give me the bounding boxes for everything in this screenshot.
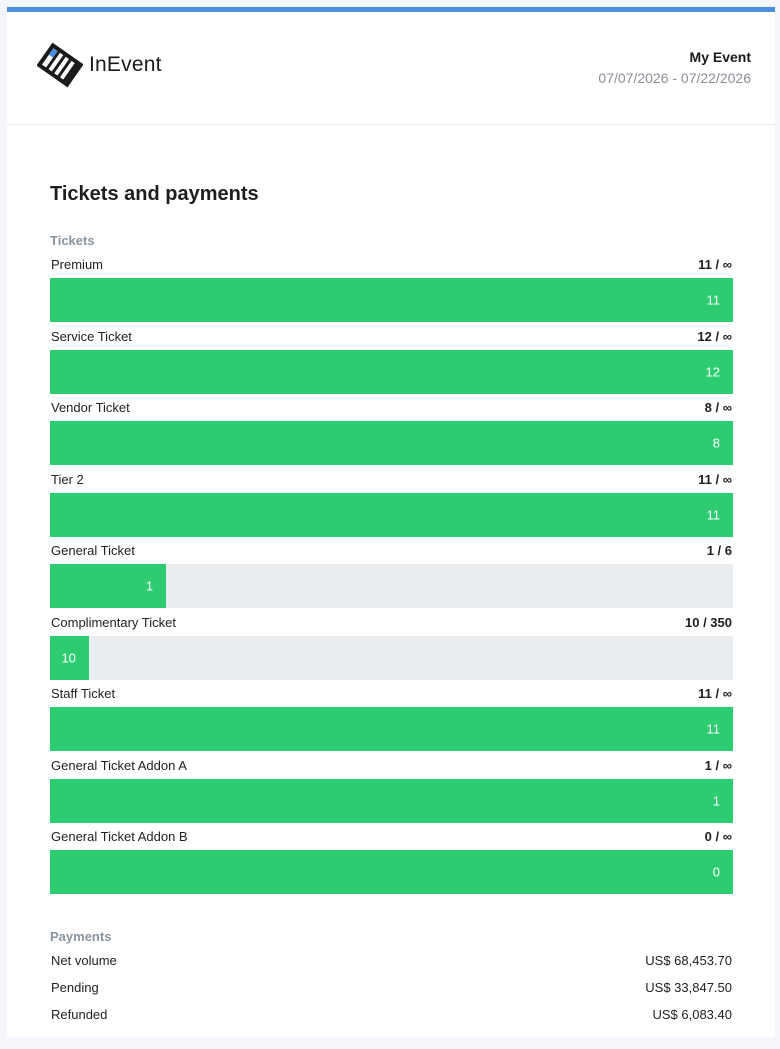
ticket-row: Vendor Ticket 8 / ∞ 8 — [50, 396, 733, 468]
ticket-bar-track: 1 — [50, 564, 733, 608]
payments-section-label: Payments — [50, 929, 112, 944]
ticket-head: General Ticket Addon A 1 / ∞ — [50, 754, 733, 773]
event-info: My Event 07/07/2026 - 07/22/2026 — [598, 49, 751, 86]
ticket-bar-fill: 11 — [50, 278, 733, 322]
ticket-bar-track: 12 — [50, 349, 733, 394]
ticket-row: Service Ticket 12 / ∞ 12 — [50, 325, 733, 397]
ticket-count: 1 / 6 — [706, 543, 732, 558]
ticket-bar-value: 1 — [145, 578, 154, 594]
ticket-name: General Ticket Addon B — [51, 829, 188, 844]
ticket-name: Tier 2 — [51, 471, 84, 487]
ticket-list: Premium 11 / ∞ 11 Service Ticket 12 / ∞ … — [50, 253, 733, 897]
ticket-bar-track: 1 — [50, 778, 733, 823]
inevent-logo-icon — [37, 42, 83, 88]
ticket-bar-value: 0 — [712, 864, 720, 880]
ticket-bar-track: 11 — [50, 278, 733, 322]
ticket-bar-fill: 12 — [50, 349, 733, 394]
event-name: My Event — [689, 49, 751, 65]
ticket-bar-fill: 0 — [50, 850, 733, 894]
ticket-head: Tier 2 11 / ∞ — [50, 468, 733, 487]
page-title: Tickets and payments — [50, 183, 259, 205]
ticket-bar-track: 11 — [50, 492, 733, 537]
ticket-head: Service Ticket 12 / ∞ — [50, 325, 733, 344]
payment-value: US$ 33,847.50 — [645, 980, 732, 995]
ticket-bar-track: 11 — [50, 707, 733, 751]
ticket-count: 11 / ∞ — [698, 471, 732, 487]
ticket-bar-fill: 1 — [50, 564, 167, 608]
ticket-bar-track: 0 — [50, 850, 733, 894]
report-card: InEvent My Event 07/07/2026 - 07/22/2026… — [7, 7, 775, 1037]
ticket-head: General Ticket Addon B 0 / ∞ — [50, 825, 733, 844]
ticket-row: General Ticket Addon B 0 / ∞ 0 — [50, 825, 733, 897]
tickets-section-label: Tickets — [50, 233, 95, 248]
header: InEvent My Event 07/07/2026 - 07/22/2026 — [7, 12, 775, 125]
payment-row: Pending US$ 33,847.50 — [50, 974, 733, 1001]
payment-value: US$ 68,453.70 — [645, 953, 732, 968]
ticket-count: 0 / ∞ — [704, 829, 732, 844]
payment-name: Pending — [51, 980, 99, 995]
ticket-bar-value: 1 — [712, 793, 720, 808]
ticket-head: Premium 11 / ∞ — [50, 253, 733, 272]
ticket-count: 8 / ∞ — [704, 400, 732, 415]
payment-value: US$ 6,083.40 — [652, 1007, 732, 1022]
ticket-bar-fill: 10 — [50, 635, 89, 680]
ticket-bar-value: 11 — [706, 507, 721, 522]
ticket-count: 10 / 350 — [685, 614, 732, 630]
ticket-bar-value: 10 — [61, 650, 76, 665]
ticket-bar-value: 11 — [706, 292, 721, 308]
payment-row: Refunded US$ 6,083.40 — [50, 1001, 733, 1028]
ticket-count: 12 / ∞ — [697, 328, 732, 344]
ticket-name: Staff Ticket — [51, 686, 116, 701]
ticket-row: General Ticket 1 / 6 1 — [50, 539, 733, 611]
ticket-head: Staff Ticket 11 / ∞ — [50, 682, 733, 701]
ticket-bar-value: 11 — [706, 721, 721, 737]
ticket-bar-track: 10 — [50, 635, 733, 680]
content: Tickets and payments Tickets Premium 11 … — [50, 183, 733, 1022]
ticket-name: Vendor Ticket — [51, 400, 130, 415]
ticket-head: Complimentary Ticket 10 / 350 — [50, 611, 733, 630]
ticket-bar-fill: 1 — [50, 778, 733, 823]
ticket-row: General Ticket Addon A 1 / ∞ 1 — [50, 754, 733, 826]
event-dates: 07/07/2026 - 07/22/2026 — [598, 70, 751, 86]
ticket-head: General Ticket 1 / 6 — [50, 539, 733, 558]
ticket-bar-fill: 11 — [50, 707, 733, 751]
ticket-count: 1 / ∞ — [704, 757, 732, 773]
ticket-name: Premium — [51, 257, 104, 272]
ticket-bar-track: 8 — [50, 421, 733, 465]
ticket-row: Tier 2 11 / ∞ 11 — [50, 468, 733, 540]
ticket-row: Complimentary Ticket 10 / 350 10 — [50, 611, 733, 683]
ticket-bar-value: 8 — [712, 435, 720, 451]
ticket-head: Vendor Ticket 8 / ∞ — [50, 396, 733, 415]
ticket-name: General Ticket Addon A — [51, 757, 187, 773]
logo-text: InEvent — [89, 53, 162, 76]
logo: InEvent — [37, 42, 162, 88]
payments-list: Net volume US$ 68,453.70 Pending US$ 33,… — [50, 947, 733, 1028]
ticket-name: Complimentary Ticket — [51, 614, 176, 630]
ticket-bar-fill: 8 — [50, 421, 733, 465]
ticket-name: Service Ticket — [51, 328, 132, 344]
ticket-count: 11 / ∞ — [698, 686, 732, 701]
payment-name: Net volume — [51, 953, 117, 968]
payment-name: Refunded — [51, 1007, 108, 1022]
ticket-row: Staff Ticket 11 / ∞ 11 — [50, 682, 733, 754]
payment-row: Net volume US$ 68,453.70 — [50, 947, 733, 974]
ticket-count: 11 / ∞ — [698, 257, 732, 272]
ticket-row: Premium 11 / ∞ 11 — [50, 253, 733, 325]
ticket-bar-value: 12 — [705, 364, 720, 379]
ticket-name: General Ticket — [51, 543, 135, 558]
ticket-bar-fill: 11 — [50, 492, 733, 537]
